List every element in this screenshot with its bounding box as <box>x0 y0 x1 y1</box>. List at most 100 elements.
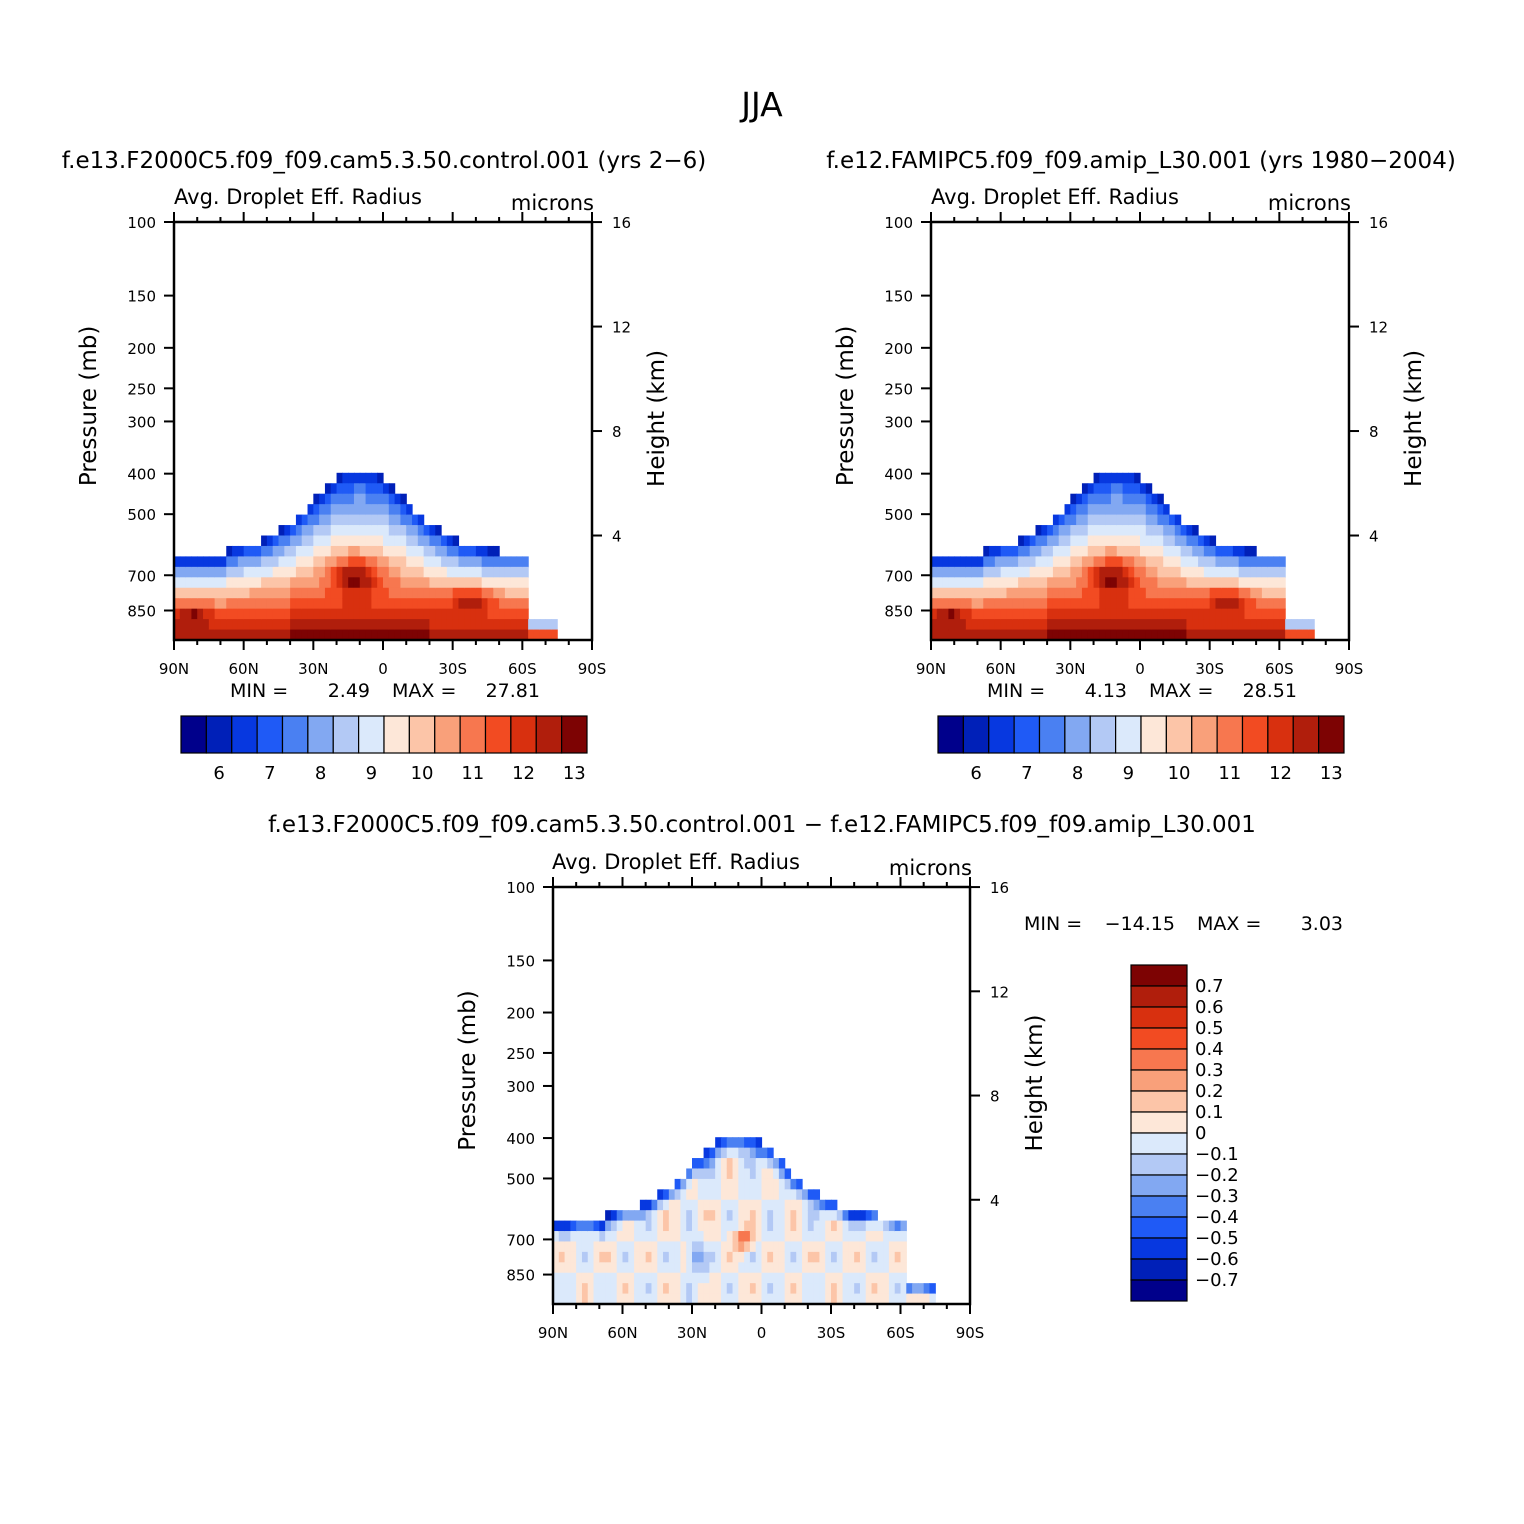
y-tick-label: 150 <box>127 288 156 306</box>
contour-cell <box>720 1262 728 1274</box>
contour-cell <box>1232 587 1240 599</box>
contour-cell <box>703 1231 710 1243</box>
contour-cell <box>767 1251 774 1263</box>
contour-cell <box>458 608 465 620</box>
contour-cell <box>871 1283 878 1295</box>
contour-cell <box>348 619 355 631</box>
contour-cell <box>778 1168 786 1180</box>
contour-cell <box>761 1272 768 1284</box>
contour-cell <box>790 1178 797 1190</box>
contour-cell <box>1221 608 1228 620</box>
contour-cell <box>400 525 407 537</box>
contour-cell <box>570 1272 577 1284</box>
contour-cell <box>446 566 454 578</box>
contour-cell <box>348 493 355 505</box>
x-tick-label: 30S <box>438 660 467 678</box>
contour-cell <box>802 1293 809 1304</box>
contour-cell <box>680 1293 687 1304</box>
contour-cell <box>1215 545 1222 557</box>
contour-cell <box>475 608 483 620</box>
colorbar-label: 7 <box>264 763 275 784</box>
contour-cell <box>383 577 390 589</box>
contour-cell <box>1087 504 1095 516</box>
contour-cell <box>1047 629 1054 640</box>
contour-cell <box>313 587 320 599</box>
contour-cell <box>651 1241 658 1253</box>
contour-cell <box>931 629 938 640</box>
contour-cell <box>720 1199 728 1211</box>
contour-cell <box>1105 587 1112 599</box>
contour-cell <box>400 608 407 620</box>
contour-cell <box>865 1262 873 1274</box>
contour-cell <box>348 545 355 557</box>
contour-cell <box>336 556 343 568</box>
contour-cell <box>348 566 355 578</box>
contour-cell <box>715 1189 722 1201</box>
contour-cell <box>668 1199 676 1211</box>
contour-cell <box>226 556 233 568</box>
contour-cell <box>767 1189 774 1201</box>
contour-cell <box>1122 493 1129 505</box>
contour-cell <box>994 577 1002 589</box>
contour-cell <box>295 566 303 578</box>
contour-cell <box>1140 504 1147 516</box>
contour-cell <box>1058 598 1066 610</box>
contour-cell <box>715 1241 722 1253</box>
contour-cell <box>871 1272 878 1284</box>
contour-cell <box>790 1272 797 1284</box>
contour-cell <box>423 608 431 620</box>
contour-cell <box>883 1272 890 1284</box>
contour-cell <box>651 1210 658 1222</box>
contour-cell <box>278 608 285 620</box>
contour-cell <box>1198 619 1205 631</box>
contour-cell <box>773 1189 780 1201</box>
contour-cell <box>1116 566 1124 578</box>
contour-cell <box>703 1158 710 1170</box>
contour-cell <box>1052 525 1060 537</box>
contour-cell <box>1122 556 1129 568</box>
contour-cell <box>1052 629 1060 640</box>
contour-cell <box>214 608 222 620</box>
contour-cell <box>1070 598 1077 610</box>
contour-cell <box>499 619 506 631</box>
contour-cell <box>936 598 944 610</box>
contour-cell <box>1203 629 1211 640</box>
contour-cell <box>1180 587 1188 599</box>
contour-cell <box>1169 598 1176 610</box>
colorbar-label: −0.1 <box>1195 1144 1239 1165</box>
contour-cell <box>1023 566 1031 578</box>
contour-cell <box>1093 514 1100 526</box>
contour-cell <box>1163 577 1170 589</box>
contour-cell <box>1203 619 1211 631</box>
contour-cell <box>564 1293 571 1304</box>
contour-cell <box>336 514 343 526</box>
contour-cell <box>429 545 436 557</box>
contour-cell <box>522 608 529 620</box>
contour-cell <box>412 556 419 568</box>
contour-cell <box>773 1178 780 1190</box>
contour-cell <box>1023 556 1031 568</box>
contour-cell <box>790 1262 797 1274</box>
contour-cell <box>435 619 442 631</box>
contour-cell <box>330 577 338 589</box>
contour-cell <box>778 1241 786 1253</box>
contour-cell <box>313 545 320 557</box>
contour-cell <box>551 629 558 640</box>
contour-cell <box>807 1293 815 1304</box>
contour-cell <box>813 1231 821 1243</box>
colorbar-swatch <box>1130 1153 1188 1176</box>
contour-cell <box>429 619 436 631</box>
contour-cell <box>581 1283 589 1295</box>
contour-cell <box>755 1241 763 1253</box>
contour-cell <box>877 1262 884 1274</box>
contour-cell <box>388 493 396 505</box>
contour-cell <box>220 587 227 599</box>
contour-cell <box>388 619 396 631</box>
contour-cell <box>336 619 343 631</box>
contour-cell <box>1186 587 1193 599</box>
contour-cell <box>266 598 274 610</box>
contour-cell <box>1076 577 1083 589</box>
units-label: microns <box>1268 191 1351 215</box>
contour-cell <box>353 577 361 589</box>
contour-cell <box>324 535 332 547</box>
